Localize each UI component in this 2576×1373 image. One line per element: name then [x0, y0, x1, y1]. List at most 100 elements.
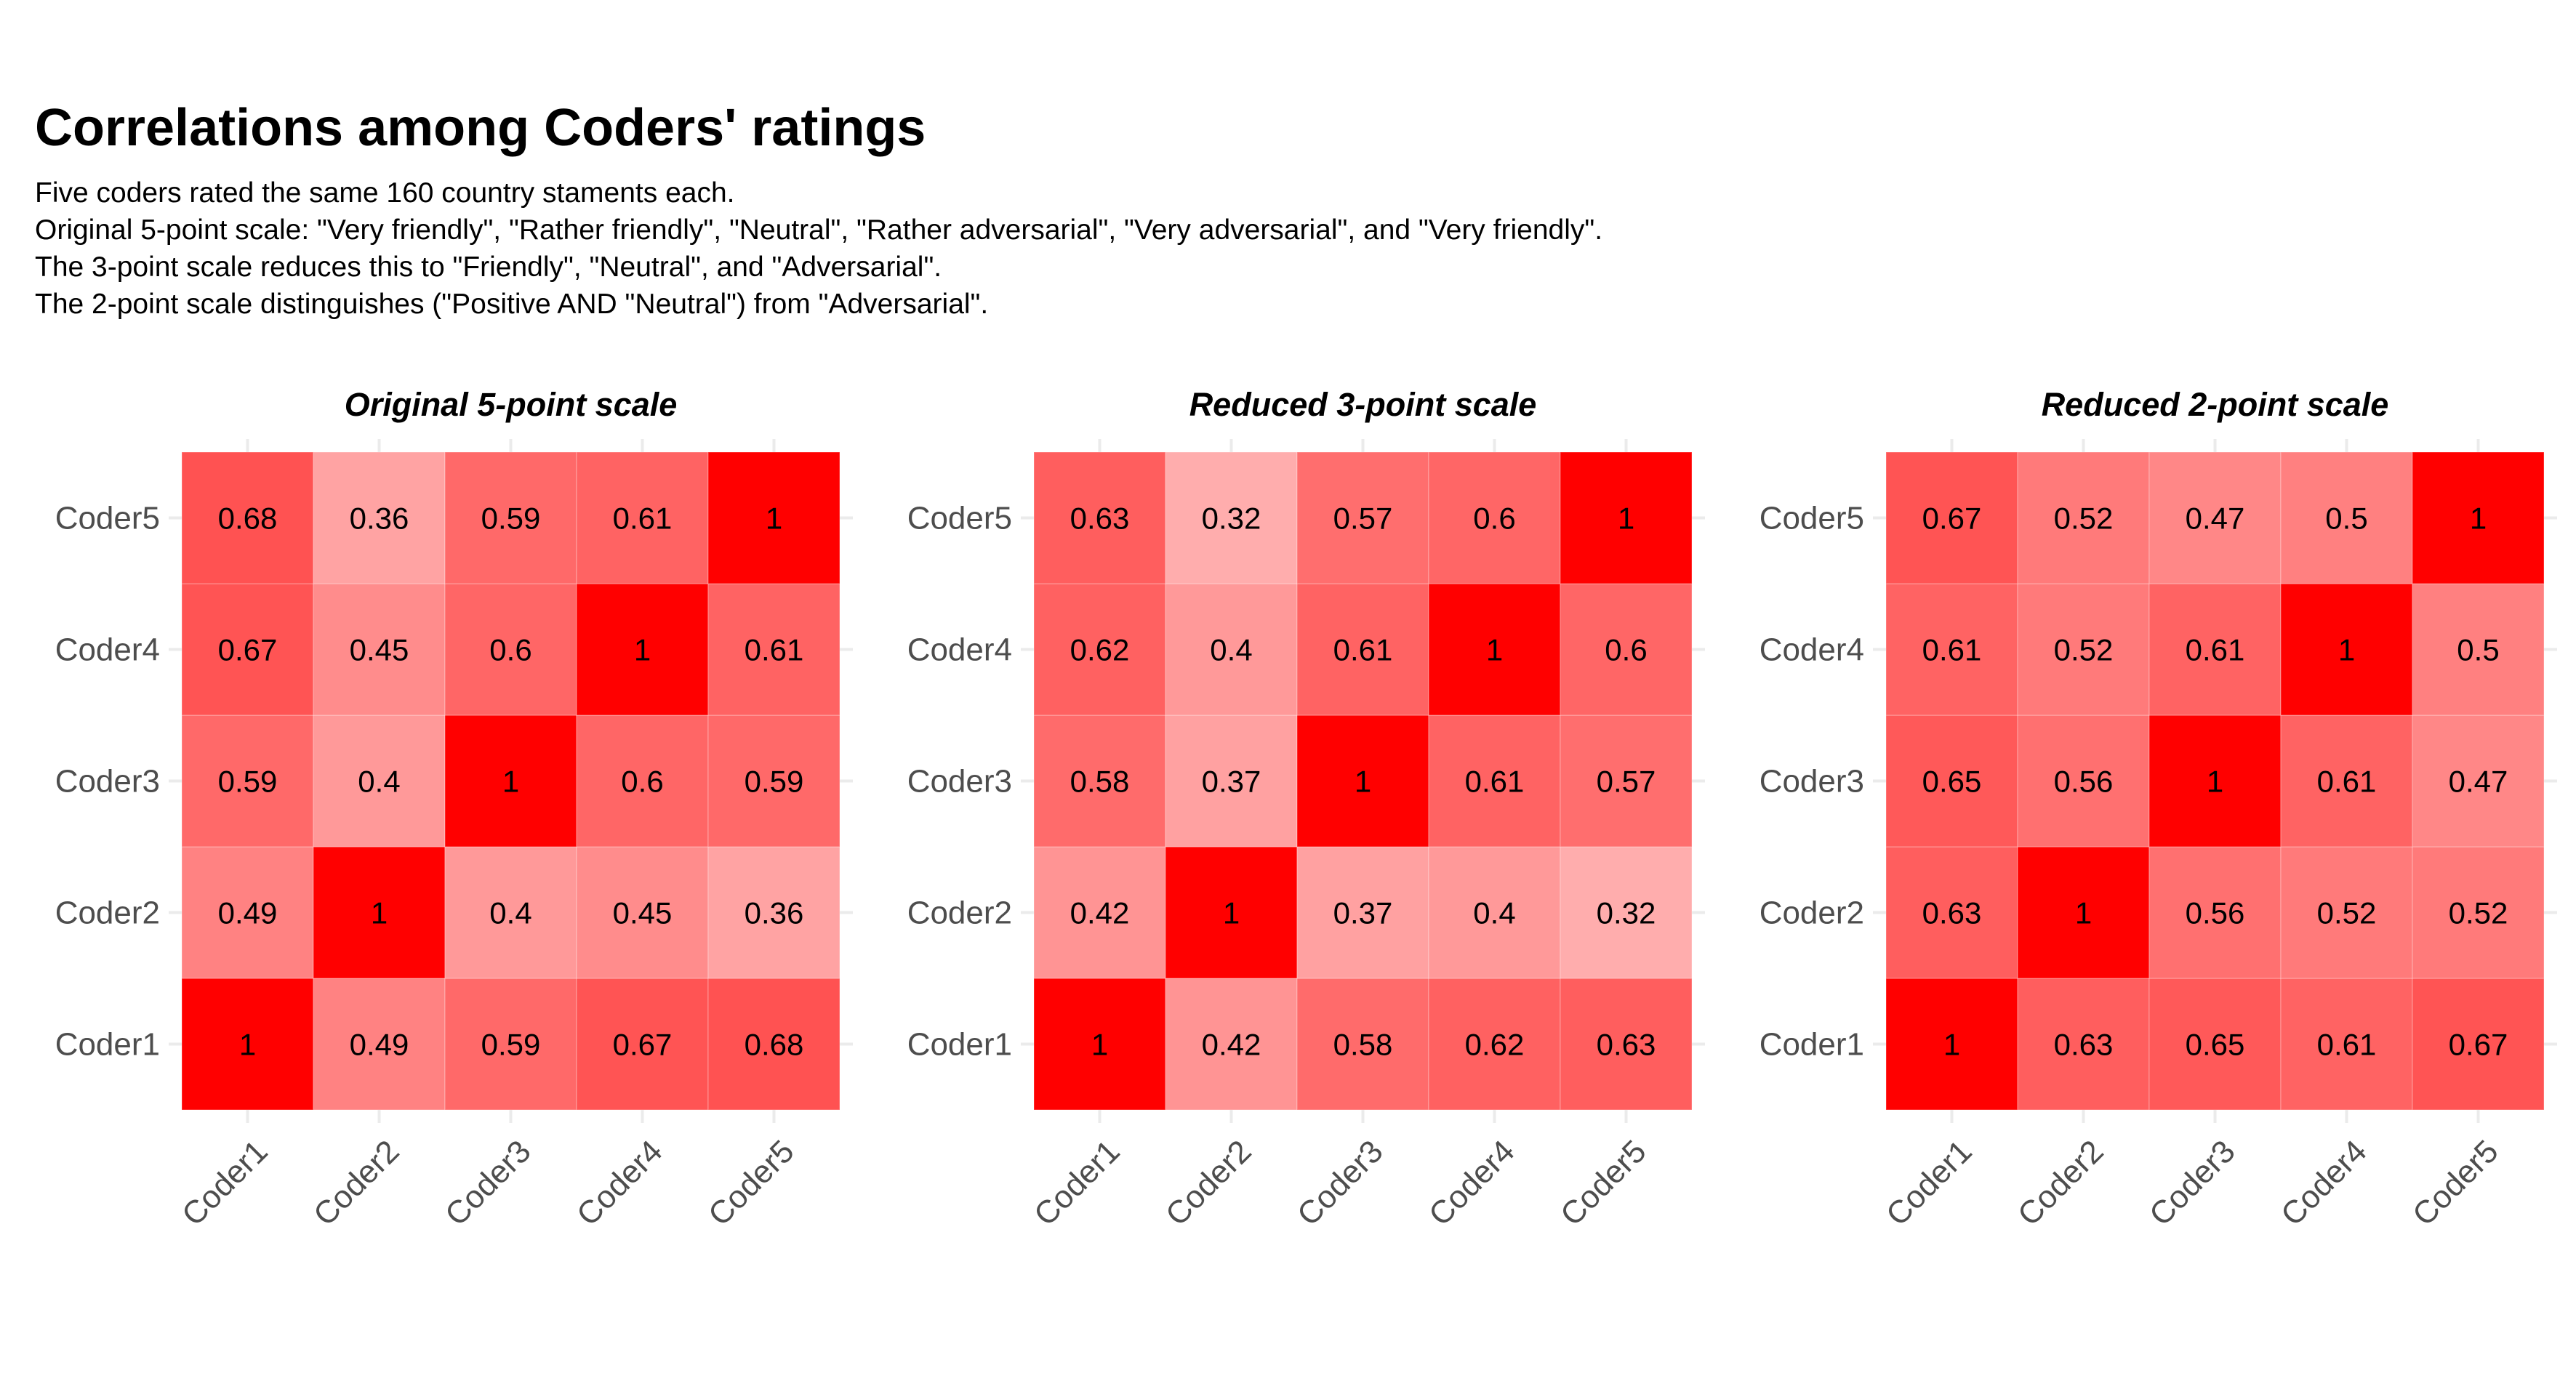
- heatmap-cell: [2148, 451, 2282, 584]
- heatmap-cell: [181, 714, 314, 847]
- x-tick-label: Coder2: [2011, 1133, 2111, 1233]
- heatmap-cell: [444, 583, 577, 716]
- cell-value-label: 0.59: [745, 765, 804, 799]
- panel-title: Reduced 3-point scale: [1189, 386, 1537, 423]
- cell-value-label: 0.36: [745, 896, 804, 930]
- heatmap-cell: [1428, 978, 1561, 1111]
- cell-value-label: 0.67: [613, 1028, 673, 1062]
- heatmap-cell: [2280, 978, 2413, 1111]
- y-tick-label: Coder5: [1760, 501, 1864, 536]
- x-tick-label: Coder3: [438, 1133, 538, 1233]
- y-tick-label: Coder2: [55, 895, 160, 931]
- cell-value-label: 0.47: [2449, 765, 2508, 799]
- heatmap-cell: [2148, 714, 2282, 847]
- cell-value-label: 1: [371, 896, 388, 930]
- cell-value-label: 1: [1618, 502, 1634, 536]
- y-tick-label: Coder3: [907, 764, 1012, 800]
- cell-value-label: 1: [2470, 502, 2487, 536]
- y-tick-label: Coder4: [55, 632, 160, 668]
- cell-value-label: 0.67: [1922, 502, 1982, 536]
- heatmap-cell: [2412, 451, 2545, 584]
- heatmap-cell: [2148, 978, 2282, 1111]
- heatmap-cell: [2017, 846, 2150, 979]
- heatmap-cell: [707, 451, 840, 584]
- cell-value-label: 0.61: [2317, 1028, 2377, 1062]
- subtitle-line: Five coders rated the same 160 country s…: [35, 177, 735, 209]
- x-tick-label: Coder1: [175, 1133, 275, 1233]
- heatmap-cell: [707, 714, 840, 847]
- cell-value-label: 0.65: [2186, 1028, 2245, 1062]
- cell-value-label: 0.61: [613, 502, 673, 536]
- cell-value-label: 0.57: [1597, 765, 1656, 799]
- cell-value-label: 1: [2207, 765, 2223, 799]
- heatmap-cell: [181, 451, 314, 584]
- heatmap-cell: [1033, 978, 1166, 1111]
- heatmap-cell: [313, 583, 446, 716]
- heatmap-cell: [1428, 451, 1561, 584]
- cell-value-label: 0.52: [2054, 502, 2114, 536]
- heatmap-cell: [576, 978, 709, 1111]
- cell-value-label: 0.63: [1597, 1028, 1656, 1062]
- heatmap-cell: [1033, 714, 1166, 847]
- x-tick-label: Coder4: [1422, 1133, 1522, 1233]
- heatmap-cell: [1560, 978, 1693, 1111]
- cell-value-label: 0.36: [350, 502, 409, 536]
- x-tick-label: Coder2: [1159, 1133, 1259, 1233]
- cell-value-label: 0.42: [1070, 896, 1130, 930]
- heatmap-cell: [1428, 583, 1561, 716]
- panel-title: Reduced 2-point scale: [2042, 386, 2389, 423]
- cell-value-label: 0.59: [481, 502, 541, 536]
- heatmap-cell: [576, 846, 709, 979]
- heatmap-cell: [1885, 846, 2018, 979]
- heatmap-cell: [1033, 451, 1166, 584]
- x-tick-label: Coder4: [2274, 1133, 2374, 1233]
- cell-value-label: 0.59: [481, 1028, 541, 1062]
- x-tick-label: Coder1: [1027, 1133, 1127, 1233]
- heatmap-cell: [181, 583, 314, 716]
- cell-value-label: 0.47: [2186, 502, 2245, 536]
- y-tick-label: Coder5: [55, 501, 160, 536]
- heatmap-cell: [2148, 846, 2282, 979]
- cell-value-label: 0.6: [621, 765, 663, 799]
- cell-value-label: 0.65: [1922, 765, 1982, 799]
- heatmap-cell: [444, 978, 577, 1111]
- cell-value-label: 0.61: [1922, 633, 1982, 667]
- cell-value-label: 0.5: [2325, 502, 2367, 536]
- cell-value-label: 0.4: [1473, 896, 1515, 930]
- x-tick-label: Coder5: [702, 1133, 801, 1233]
- y-tick-label: Coder3: [55, 764, 160, 800]
- y-tick-label: Coder3: [1760, 764, 1864, 800]
- cell-value-label: 1: [239, 1028, 256, 1062]
- cell-value-label: 0.52: [2449, 896, 2508, 930]
- heatmap-cell: [1165, 714, 1298, 847]
- cell-value-label: 1: [1091, 1028, 1108, 1062]
- heatmap-cell: [576, 714, 709, 847]
- y-tick-label: Coder2: [1760, 895, 1864, 931]
- heatmap-cell: [444, 846, 577, 979]
- x-tick-label: Coder4: [570, 1133, 670, 1233]
- cell-value-label: 1: [1943, 1028, 1960, 1062]
- heatmap-cell: [576, 583, 709, 716]
- heatmap-cell: [444, 714, 577, 847]
- heatmap-cell: [444, 451, 577, 584]
- heatmap-cell: [2017, 451, 2150, 584]
- cell-value-label: 0.45: [613, 896, 673, 930]
- cell-value-label: 0.56: [2186, 896, 2245, 930]
- heatmap-cell: [1428, 846, 1561, 979]
- cell-value-label: 0.37: [1202, 765, 1261, 799]
- cell-value-label: 1: [1486, 633, 1503, 667]
- cell-value-label: 0.61: [1465, 765, 1525, 799]
- subtitle-line: Original 5-point scale: "Very friendly",…: [35, 214, 1603, 246]
- cell-value-label: 0.6: [1605, 633, 1647, 667]
- cell-value-label: 0.58: [1333, 1028, 1393, 1062]
- x-tick-label: Coder1: [1879, 1133, 1979, 1233]
- y-tick-label: Coder4: [1760, 632, 1864, 668]
- cell-value-label: 0.67: [218, 633, 278, 667]
- heatmap-cell: [2280, 583, 2413, 716]
- heatmap-cell: [1885, 451, 2018, 584]
- cell-value-label: 0.32: [1202, 502, 1261, 536]
- heatmap-cell: [2412, 583, 2545, 716]
- cell-value-label: 0.62: [1465, 1028, 1525, 1062]
- heatmap-cell: [1885, 978, 2018, 1111]
- x-tick-label: Coder3: [2143, 1133, 2242, 1233]
